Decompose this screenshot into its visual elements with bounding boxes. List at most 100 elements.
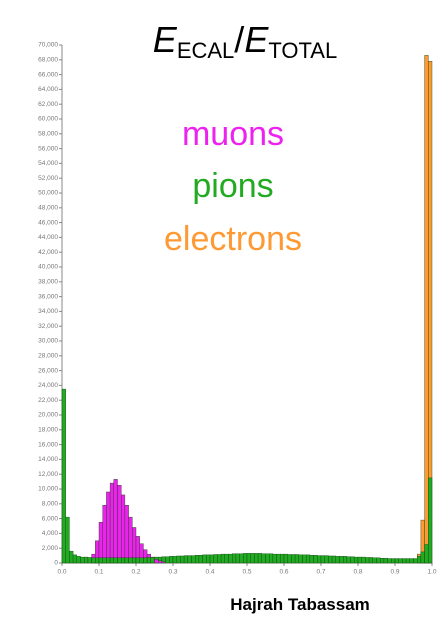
y-tick-label: 66,000 <box>38 71 58 78</box>
x-tick-label: 0.2 <box>131 569 140 576</box>
hist-bar <box>143 557 148 564</box>
hist-bar <box>291 554 296 564</box>
hist-bar <box>95 557 100 564</box>
y-tick-label: 46,000 <box>38 219 58 226</box>
hist-bar <box>91 557 96 564</box>
hist-bar <box>265 553 270 564</box>
y-tick-label: 64,000 <box>38 86 58 93</box>
hist-bar <box>309 555 314 564</box>
y-tick-label: 0 <box>54 560 58 567</box>
hist-bar <box>417 556 422 564</box>
hist-bar <box>246 553 251 564</box>
hist-bar <box>276 553 281 564</box>
hist-bar <box>287 554 292 564</box>
hist-bar <box>357 556 362 564</box>
title-slash: / <box>234 19 244 60</box>
hist-bar <box>172 556 177 564</box>
y-tick-label: 14,000 <box>38 456 58 463</box>
hist-bar <box>157 560 163 564</box>
hist-bar <box>113 479 118 564</box>
hist-bar <box>146 557 152 564</box>
y-tick-label: 36,000 <box>38 293 58 300</box>
hist-bar <box>102 557 107 564</box>
hist-bar <box>187 555 192 564</box>
y-tick-label: 24,000 <box>38 382 58 389</box>
y-tick-label: 52,000 <box>38 175 58 182</box>
hist-bar <box>213 554 218 564</box>
x-tick-label: 0.6 <box>279 569 288 576</box>
y-tick-label: 32,000 <box>38 323 58 330</box>
title-sub: ECAL <box>177 38 234 63</box>
y-tick-label: 50,000 <box>38 190 58 197</box>
y-tick-label: 26,000 <box>38 367 58 374</box>
hist-bar <box>380 557 385 564</box>
y-tick-label: 4,000 <box>42 530 59 537</box>
y-tick-label: 22,000 <box>38 397 58 404</box>
y-tick-label: 70,000 <box>38 42 58 49</box>
x-tick-label: 1.0 <box>427 569 436 576</box>
hist-bar <box>139 557 144 564</box>
y-tick-label: 2,000 <box>42 545 59 552</box>
hist-bar <box>294 554 300 564</box>
hist-bar <box>150 557 155 564</box>
hist-bar <box>254 553 259 564</box>
hist-bar <box>169 556 174 564</box>
hist-bar <box>306 554 311 564</box>
hist-bar <box>76 556 81 564</box>
hist-bar <box>405 558 411 564</box>
x-tick-label: 0.3 <box>168 569 177 576</box>
hist-bar <box>69 550 74 564</box>
y-tick-label: 58,000 <box>38 131 58 138</box>
hist-bar <box>98 557 103 564</box>
hist-bar <box>335 556 340 564</box>
hist-bar <box>343 556 348 564</box>
hist-bar <box>161 561 166 564</box>
hist-bar <box>368 557 374 564</box>
hist-bar <box>154 559 159 564</box>
y-tick-label: 38,000 <box>38 279 58 286</box>
hist-bar <box>239 553 244 564</box>
hist-bar <box>354 556 359 564</box>
y-tick-label: 6,000 <box>42 515 59 522</box>
x-tick-label: 0.1 <box>94 569 103 576</box>
hist-bar <box>391 558 396 564</box>
hist-bar <box>280 553 285 564</box>
hist-bar <box>269 553 274 564</box>
hist-bar <box>350 556 355 564</box>
hist-bar <box>361 556 366 564</box>
hist-bar <box>217 554 222 564</box>
hist-bar <box>198 555 203 564</box>
y-tick-label: 30,000 <box>38 338 58 345</box>
hist-bar <box>65 516 70 564</box>
chart-title: EECAL/ETOTAL <box>153 19 337 63</box>
hist-bar <box>102 505 107 564</box>
hist-bar <box>128 516 133 564</box>
hist-bar <box>372 557 377 564</box>
x-tick-label: 0.9 <box>390 569 399 576</box>
hist-bar <box>339 556 344 564</box>
title-symbol: E <box>153 19 178 60</box>
y-tick-label: 28,000 <box>38 353 58 360</box>
title-symbol: E <box>244 19 269 60</box>
y-tick-label: 44,000 <box>38 234 58 241</box>
x-tick-label: 0.0 <box>57 569 66 576</box>
hist-bar <box>61 388 66 564</box>
y-tick-label: 42,000 <box>38 249 58 256</box>
y-tick-label: 20,000 <box>38 412 58 419</box>
hist-bar <box>413 558 418 564</box>
hist-bar <box>365 557 370 564</box>
hist-bar <box>202 554 207 564</box>
hist-bar <box>117 485 122 564</box>
hist-bar <box>261 553 266 564</box>
hist-bar <box>346 556 351 564</box>
hist-bar <box>376 557 381 564</box>
hist-bar <box>231 553 237 564</box>
legend-entry: electrons <box>164 220 302 258</box>
hist-bar <box>235 553 240 564</box>
x-tick-label: 0.8 <box>353 569 362 576</box>
hist-bar <box>283 553 288 564</box>
hist-bar <box>106 557 111 564</box>
hist-bar <box>298 554 303 564</box>
hist-bar <box>135 557 140 564</box>
